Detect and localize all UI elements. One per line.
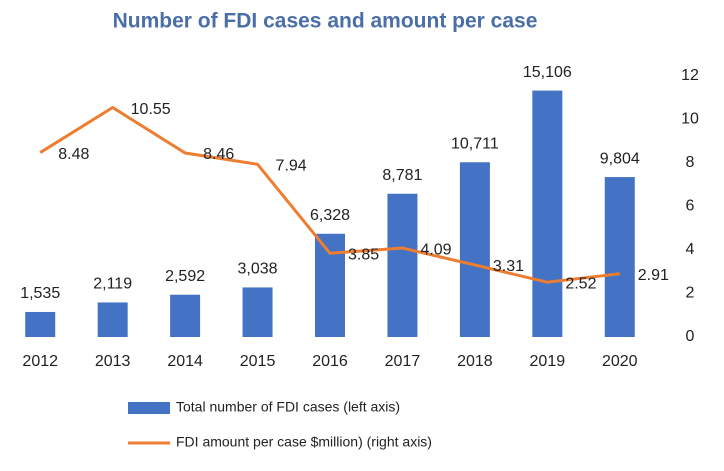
bar [97,302,128,337]
line-value-label: 7.94 [276,158,307,175]
chart-title: Number of FDI cases and amount per case [113,10,538,33]
legend-label: FDI amount per case $million) (right axi… [176,434,432,450]
bar [315,233,345,337]
y2-tick-label: 4 [686,241,695,258]
bar [459,162,490,337]
line-value-label: 3.85 [348,246,379,263]
y2-tick-label: 2 [686,285,695,302]
bar-value-label: 8,781 [382,167,422,184]
legend-swatch [128,402,170,414]
x-tick-label: 2020 [602,353,638,370]
x-tick-label: 2016 [312,353,348,370]
x-tick-label: 2012 [22,353,58,370]
bar-value-label: 10,711 [451,135,499,152]
y2-tick-label: 10 [681,111,699,128]
bar [387,193,418,337]
x-tick-label: 2013 [95,353,131,370]
bar-value-label: 6,328 [310,207,350,224]
line-value-label: 10.55 [131,101,171,118]
bar [604,177,635,337]
x-tick-label: 2018 [457,353,493,370]
y2-tick-label: 8 [686,154,695,171]
line-value-label: 8.48 [58,146,89,163]
line-value-label: 4.09 [420,241,451,258]
x-tick-label: 2014 [167,353,203,370]
bar [25,311,56,337]
y2-tick-label: 0 [686,328,695,345]
line-value-label: 2.91 [638,267,669,284]
bar-value-label: 3,038 [238,261,278,278]
bar-value-label: 1,535 [20,285,60,302]
line-value-label: 3.31 [493,258,524,275]
bar-value-label: 2,592 [165,268,205,285]
line [39,106,620,284]
bar [242,287,273,337]
bar-value-label: 15,106 [523,64,572,81]
legend: Total number of FDI cases (left axis) FDI… [128,399,432,450]
x-tick-label: 2017 [385,353,421,370]
bar-value-label: 9,804 [600,150,640,167]
legend-label: Total number of FDI cases (left axis) [176,399,400,415]
line-value-label: 2.52 [565,275,596,292]
bar [170,294,201,337]
line-value-label: 8.46 [203,146,234,163]
y2-tick-label: 6 [686,198,695,215]
bar-value-label: 2,119 [93,276,132,293]
x-tick-label: 2019 [530,353,566,370]
bar [532,90,563,337]
x-tick-label: 2015 [240,353,276,370]
y2-tick-label: 12 [681,67,699,84]
